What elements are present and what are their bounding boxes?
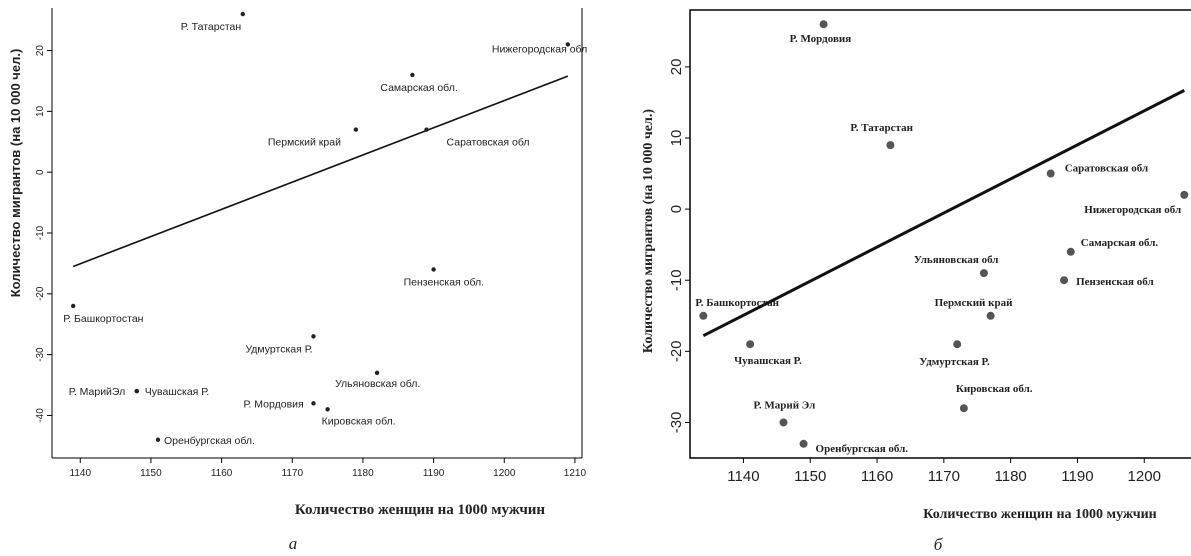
point-label: Нижегородская обл	[1084, 204, 1181, 216]
data-point	[1180, 190, 1189, 199]
point-label: Р. Мордовия	[243, 398, 303, 410]
x-tick-label: 1150	[794, 468, 826, 485]
data-point	[134, 388, 139, 394]
data-point	[155, 437, 161, 442]
x-axis-title: Количество женщин на 1000 мужчин	[923, 507, 1156, 522]
data-point	[819, 20, 828, 29]
data-point	[886, 141, 895, 150]
data-point	[1066, 247, 1075, 256]
data-point	[799, 439, 808, 448]
point-label: Ульяновская обл	[914, 254, 999, 266]
x-tick-label: 1190	[1061, 468, 1093, 485]
point-label: Оренбургская обл.	[816, 443, 909, 455]
chart-panel-a: 1140 1150 1160 1170 1180 1190 1200 1210 -40 -30 -2…	[8, 8, 587, 553]
point-label: Чувашская Р.	[734, 355, 802, 367]
data-point	[979, 269, 988, 278]
point-label: Удмуртская Р.	[245, 343, 312, 355]
point-label: Пермский край	[935, 297, 1013, 309]
data-point	[311, 334, 316, 339]
x-tick-label: 1210	[564, 468, 587, 479]
x-tick-label: 1200	[493, 468, 516, 479]
data-point	[431, 267, 436, 272]
y-tick-label: 10	[35, 105, 46, 117]
point-label: Р. Марий Эл	[754, 399, 816, 411]
x-tick-label: 1180	[352, 468, 374, 479]
data-point	[1060, 276, 1069, 285]
point-label: Пензенская обл	[1076, 276, 1154, 288]
x-tick-label: 1190	[423, 468, 445, 479]
point-label: Р. Башкортостан	[63, 313, 143, 325]
data-point	[311, 401, 316, 406]
point-label: Пермский край	[268, 137, 341, 149]
point-label: Чувашская Р.	[145, 386, 209, 398]
point-label: Саратовская обл	[1065, 163, 1149, 175]
y-tick-label: -20	[668, 340, 685, 362]
trend-line	[702, 89, 1186, 338]
x-tick-label: 1180	[995, 468, 1027, 485]
point-label: Р. МарийЭл	[69, 386, 125, 398]
x-tick-label: 1140	[727, 468, 759, 485]
point-label: Кировская обл.	[956, 383, 1033, 395]
x-tick-label: 1160	[861, 468, 893, 485]
y-axis-title: Количество мигрантов (на 10 000 чел.)	[8, 49, 23, 298]
y-tick-label: -30	[35, 347, 46, 362]
data-point	[565, 42, 571, 47]
point-label: Удмуртская Р.	[919, 356, 990, 368]
data-point	[71, 303, 76, 309]
trend-line	[72, 75, 569, 268]
point-label: Самарская обл.	[1081, 237, 1159, 249]
y-tick-label: -20	[35, 286, 46, 301]
x-tick-label: 1160	[211, 468, 233, 479]
y-tick-label: -40	[35, 408, 46, 423]
data-point	[779, 418, 788, 427]
y-tick-label: 10	[668, 130, 685, 147]
x-tick-label: 1170	[928, 468, 960, 485]
y-tick-label: -30	[668, 412, 685, 434]
panel-caption: б	[934, 535, 943, 554]
data-point	[746, 340, 755, 349]
data-point	[325, 407, 330, 412]
point-label: Р. Мордовия	[790, 33, 852, 45]
point-label: Самарская обл.	[380, 82, 457, 94]
point-label: Р. Татарстан	[850, 122, 913, 134]
y-tick-label: 0	[668, 205, 685, 213]
point-label: Ульяновская обл.	[335, 378, 420, 390]
x-tick-label: 1150	[140, 468, 162, 479]
y-tick-label: 0	[35, 169, 46, 175]
chart-panel-b: 1140 1150 1160 1170 1180 1190 1200 -30 -20 -10 0 10…	[641, 9, 1191, 554]
data-point	[986, 311, 995, 320]
data-point	[424, 127, 429, 132]
data-point	[1046, 169, 1055, 178]
point-label: Оренбургская обл.	[164, 435, 255, 447]
y-tick-label: -10	[668, 269, 685, 291]
y-tick-label: 20	[668, 59, 685, 76]
data-point	[959, 404, 968, 413]
point-label: Р. Башкортостан	[695, 297, 779, 309]
x-tick-label: 1200	[1128, 468, 1161, 485]
point-label: Пензенская обл.	[404, 276, 484, 288]
data-point	[953, 340, 962, 349]
x-axis-title: Количество женщин на 1000 мужчин	[295, 502, 546, 518]
x-tick-label: 1170	[282, 468, 304, 479]
y-axis-title: Количество мигрантов (на 10 000 чел.)	[641, 109, 656, 353]
point-label: Кировская обл.	[322, 415, 396, 427]
data-point	[410, 72, 415, 78]
data-point	[699, 311, 708, 320]
point-label: Р. Татарстан	[181, 21, 242, 33]
data-point	[353, 127, 359, 132]
plot-frame	[689, 9, 1191, 459]
point-label: Нижегородская обл	[492, 43, 587, 55]
panel-caption: а	[289, 534, 298, 553]
x-tick-label: 1140	[70, 468, 92, 479]
y-tick-label: -10	[35, 225, 46, 240]
data-point	[374, 370, 380, 376]
data-point	[240, 11, 245, 17]
point-label: Саратовская обл	[447, 137, 530, 149]
y-tick-label: 20	[35, 45, 46, 57]
